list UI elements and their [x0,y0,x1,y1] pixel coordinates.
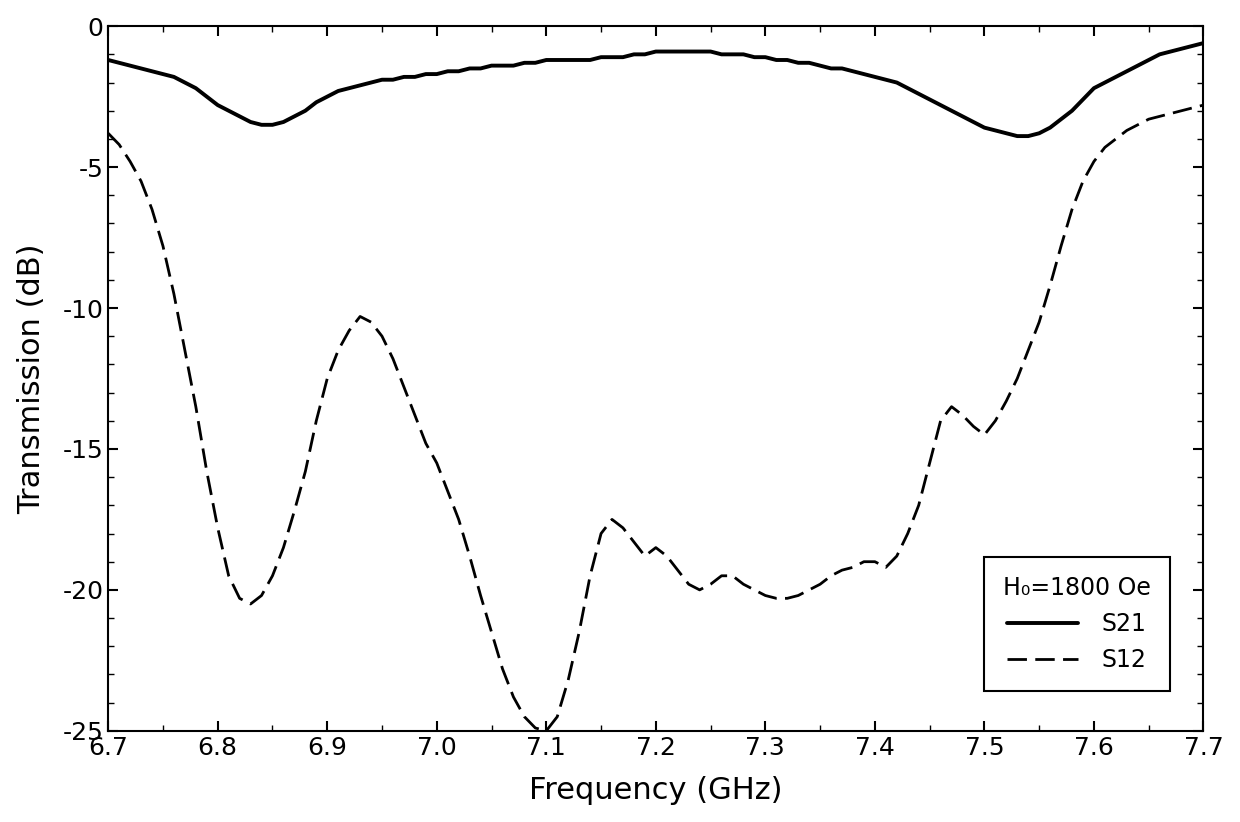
S12 [177,345,192,355]
Line: S12: S12 [108,105,1204,731]
Line: S21: S21 [108,43,1204,136]
Y-axis label: Transmission (dB): Transmission (dB) [16,243,46,514]
S21 [177,77,192,87]
S21 [868,72,883,82]
S12 [615,523,630,533]
S21 [1009,132,1024,141]
S12 [769,593,784,603]
S21 [923,95,937,104]
S12 [878,562,893,572]
S21 [758,53,773,62]
Legend: S21, S12: S21, S12 [985,557,1169,690]
X-axis label: Frequency (GHz): Frequency (GHz) [529,776,782,806]
S12 [374,331,389,341]
S12 [100,128,115,138]
S21 [605,53,620,62]
S21 [100,55,115,65]
S21 [1197,38,1211,48]
S12 [1197,100,1211,110]
S12 [539,726,554,736]
S12 [934,416,949,426]
S21 [374,75,389,85]
